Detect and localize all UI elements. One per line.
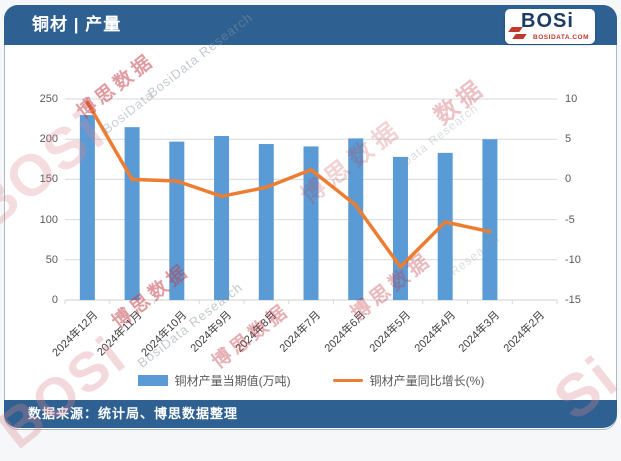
left-axis-tick-label: 150 [39, 173, 58, 186]
logo-domain: BOSIDATA.COM [533, 34, 589, 41]
bar-2024年7月 [303, 146, 319, 300]
left-axis-tick-label: 50 [45, 253, 58, 266]
footer-bar: 数据来源：统计局、博思数据整理 [4, 400, 617, 428]
line-series-swatch-icon [332, 378, 363, 383]
bar-2024年6月 [348, 138, 364, 300]
legend-label-bar: 铜材产量当期值(万吨) [174, 374, 291, 388]
bar-2024年3月 [482, 139, 498, 300]
legend-label-line: 铜材产量同比增长(%) [369, 374, 485, 388]
right-axis-tick-label: -10 [565, 253, 581, 266]
data-source: 数据来源：统计局、博思数据整理 [28, 406, 239, 421]
bar-2024年10月 [169, 141, 185, 300]
right-axis-tick-label: 10 [565, 93, 578, 105]
bar-series-swatch-icon [137, 375, 168, 386]
yoy-growth-line [85, 100, 492, 269]
right-axis-tick-label: 0 [565, 173, 572, 186]
bar-2024年11月 [124, 127, 140, 300]
page-title: 铜材 | 产量 [32, 15, 122, 34]
bar-2024年12月 [79, 115, 95, 300]
legend-item-line: 铜材产量同比增长(%) [332, 372, 485, 389]
legend-item-bar: 铜材产量当期值(万吨) [137, 372, 291, 389]
left-axis-tick-label: 200 [39, 133, 58, 146]
right-axis-tick-label: 5 [565, 133, 572, 146]
bosi-logo: BOSi BOSIDATA.COM [505, 9, 595, 44]
left-axis-tick-label: 0 [51, 294, 58, 306]
right-axis-tick-label: -15 [565, 294, 581, 306]
left-axis-tick-label: 100 [39, 213, 58, 226]
production-chart: 250 200 150 100 50 0 10 5 0 -5 -10 -15 2024年12月 2024年… [39, 93, 581, 359]
chart-canvas [64, 98, 558, 304]
bar-2024年8月 [258, 144, 274, 300]
bar-2024年9月 [214, 135, 230, 300]
bar-2024年5月 [392, 156, 408, 300]
bar-2024年4月 [437, 152, 453, 300]
right-axis-tick-label: -5 [565, 213, 575, 226]
logo-brand: BOSi [521, 10, 574, 32]
chart-legend: 铜材产量当期值(万吨) 铜材产量同比增长(%) [65, 372, 557, 389]
left-axis-tick-label: 250 [39, 93, 58, 105]
